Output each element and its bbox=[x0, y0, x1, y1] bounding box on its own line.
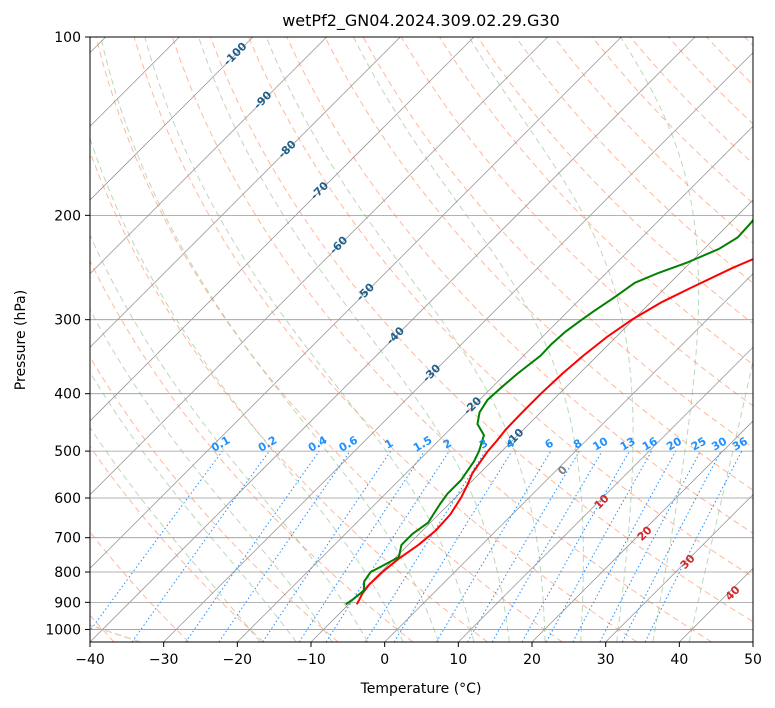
moist-adiabat-line bbox=[100, 37, 439, 642]
x-tick-label: 50 bbox=[744, 652, 762, 668]
y-tick-label: 700 bbox=[54, 531, 81, 547]
isotherm-line bbox=[458, 346, 753, 642]
mixing-ratio-line bbox=[185, 450, 320, 642]
mixing-ratio-line bbox=[644, 450, 743, 642]
y-axis: 100 200 300 400 500 600 700 800 900 1000 bbox=[45, 30, 90, 638]
x-axis: −40 −30 −20 −10 0 10 20 30 40 50 bbox=[75, 642, 762, 668]
moist-adiabat-line bbox=[90, 426, 261, 642]
x-axis-title: Temperature (°C) bbox=[360, 681, 482, 697]
mixing-ratio-line bbox=[521, 450, 630, 642]
isotherm-line bbox=[163, 52, 753, 642]
y-tick-label: 400 bbox=[54, 387, 81, 403]
dry-adiabat-line bbox=[286, 37, 753, 534]
chart-title: wetPf2_GN04.2024.309.02.29.G30 bbox=[282, 11, 560, 31]
x-tick-label: −10 bbox=[296, 652, 326, 668]
isotherm-line bbox=[90, 37, 696, 642]
dry-adiabat-line bbox=[133, 37, 638, 642]
isotherm-line bbox=[310, 199, 753, 642]
mixing-ratio-line bbox=[90, 450, 223, 632]
dry-adiabat-line bbox=[95, 37, 563, 642]
moist-adiabat-line bbox=[265, 37, 546, 642]
mixing-ratio-line bbox=[545, 450, 653, 642]
x-tick-label: 40 bbox=[670, 652, 688, 668]
isotherm-line bbox=[90, 37, 622, 569]
x-tick-label: −40 bbox=[75, 652, 105, 668]
dry-adiabat-line bbox=[248, 37, 753, 578]
mixing-ratio-line bbox=[393, 450, 513, 642]
mixing-ratio-line bbox=[218, 450, 351, 642]
y-tick-label: 800 bbox=[54, 565, 81, 581]
x-tick-label: 20 bbox=[523, 652, 541, 668]
y-axis-title: Pressure (hPa) bbox=[13, 290, 29, 390]
sounding-profiles bbox=[345, 218, 753, 606]
moist-adiabat-line bbox=[90, 233, 369, 642]
isotherm-line bbox=[384, 273, 753, 642]
mixing-ratio-line bbox=[262, 450, 392, 642]
dry-adiabat-line bbox=[171, 37, 712, 642]
y-tick-label: 600 bbox=[54, 491, 81, 507]
dewpoint-profile-line bbox=[345, 218, 753, 606]
dry-adiabat-line bbox=[515, 37, 753, 284]
moist-adiabat-line bbox=[90, 371, 297, 642]
isotherm-line bbox=[531, 420, 753, 642]
y-tick-label: 900 bbox=[54, 595, 81, 611]
background-lines bbox=[90, 37, 753, 642]
moist-adiabat-line bbox=[620, 37, 700, 642]
mixing-ratio-line bbox=[572, 450, 677, 642]
dry-adiabat-line bbox=[90, 356, 339, 642]
y-tick-label: 500 bbox=[54, 444, 81, 460]
dry-adiabat-line bbox=[90, 259, 414, 642]
plot-frame bbox=[89, 36, 754, 643]
isotherm-line bbox=[237, 125, 753, 642]
isotherm-line bbox=[90, 37, 254, 201]
x-tick-label: −30 bbox=[149, 652, 179, 668]
isotherm-line bbox=[90, 37, 475, 422]
moist-adiabat-line bbox=[688, 358, 753, 642]
isotherm-line bbox=[90, 37, 548, 496]
isotherm-line bbox=[90, 37, 401, 348]
mixing-ratio-line bbox=[131, 450, 270, 642]
x-tick-label: 10 bbox=[449, 652, 467, 668]
y-tick-label: 1000 bbox=[45, 622, 81, 638]
mixing-ratio-line bbox=[325, 450, 450, 642]
moist-adiabat-line bbox=[353, 37, 584, 642]
dry-adiabat-line bbox=[90, 445, 264, 642]
x-tick-label: 0 bbox=[380, 652, 389, 668]
moist-adiabat-line bbox=[90, 136, 404, 642]
y-tick-label: 300 bbox=[54, 313, 81, 329]
x-tick-label: 30 bbox=[597, 652, 615, 668]
isotherm-line bbox=[90, 37, 327, 275]
temperature-profile-line bbox=[355, 258, 753, 605]
x-tick-label: −20 bbox=[223, 652, 253, 668]
y-tick-label: 100 bbox=[54, 30, 81, 46]
moist-adiabat-line bbox=[144, 37, 475, 642]
moist-adiabat-line bbox=[198, 37, 510, 642]
dry-adiabat-line bbox=[324, 37, 753, 491]
y-tick-label: 200 bbox=[54, 208, 81, 224]
moist-adiabat-line bbox=[90, 308, 333, 642]
mixing-ratio-line bbox=[298, 450, 425, 642]
dry-adiabat-line bbox=[210, 37, 753, 623]
isotherm-line bbox=[605, 494, 753, 642]
